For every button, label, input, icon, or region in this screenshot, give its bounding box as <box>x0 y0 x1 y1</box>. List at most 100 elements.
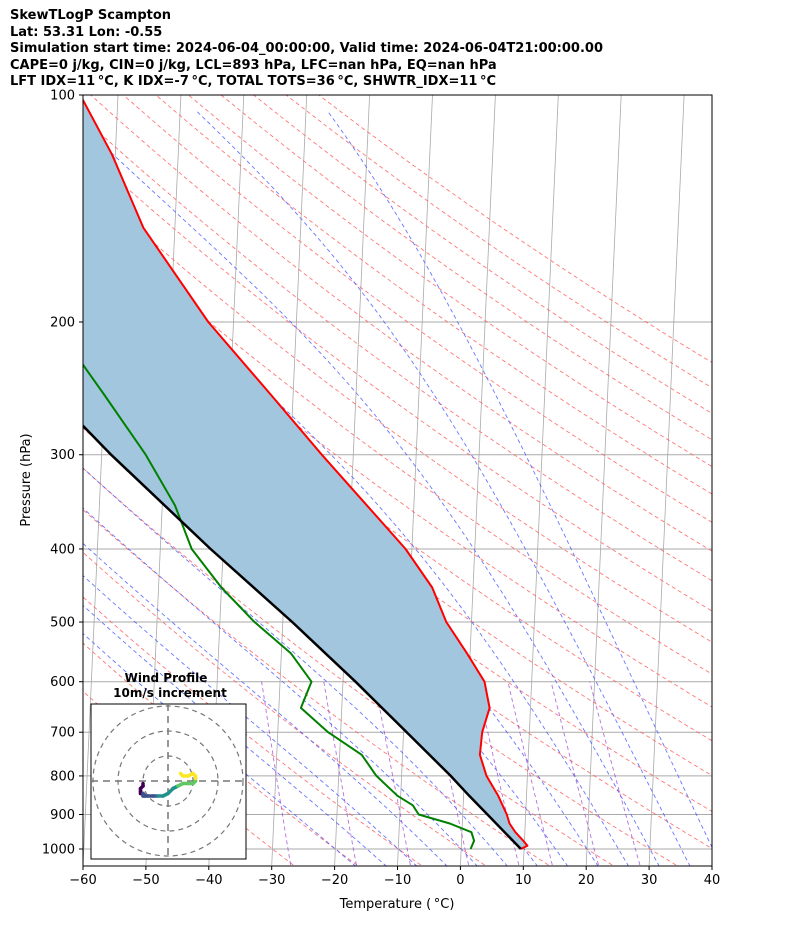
wind-barb-staff <box>711 277 712 279</box>
wind-barb-flag <box>754 264 757 275</box>
wind-barb <box>712 538 758 549</box>
wind-barb <box>711 381 757 396</box>
wind-barb-flag <box>739 737 743 748</box>
dry-adiabat <box>318 95 712 364</box>
dewpoint-line <box>83 363 476 850</box>
wind-barb-flag <box>754 441 757 452</box>
dry-adiabat <box>83 467 613 866</box>
y-tick-label: 300 <box>50 448 75 463</box>
wind-barb-staff <box>711 394 712 396</box>
chart-title: SkewTLogP Scampton <box>10 8 172 23</box>
hodograph-title: Wind Profile <box>125 671 208 685</box>
y-tick-label: 900 <box>50 808 75 823</box>
y-tick-label: 600 <box>50 675 75 690</box>
wind-barb-staff <box>711 731 712 733</box>
wind-barb-half-flag <box>749 683 750 689</box>
wind-barb-half-flag <box>749 387 751 393</box>
dry-adiabat <box>83 551 485 866</box>
wind-barb <box>711 110 712 111</box>
wind-barb <box>711 785 750 815</box>
mixing-ratio-line <box>507 681 553 866</box>
isotherm-line <box>648 95 685 865</box>
wind-barb <box>711 638 754 654</box>
location-line: Lat: 53.31 Lon: -0.55 <box>10 24 163 40</box>
dry-adiabat <box>285 95 712 389</box>
wind-barb-flag <box>754 347 757 358</box>
wind-barb-staff <box>711 707 712 708</box>
mixing-ratio-line <box>550 681 599 866</box>
wind-barb <box>711 822 712 824</box>
mixing-ratio-line <box>589 681 641 866</box>
time-line: Simulation start time: 2024-06-04_00:00:… <box>10 41 603 56</box>
wind-barb <box>711 840 712 841</box>
mixing-ratio-line <box>323 681 357 866</box>
wind-barb <box>711 441 757 455</box>
wind-barb <box>711 833 757 849</box>
y-axis-label: Pressure (hPa) <box>19 433 34 526</box>
wind-barb <box>711 804 712 806</box>
indices-line: LFT IDX=11 °C, K IDX=-7 °C, TOTAL TOTS=3… <box>10 74 497 89</box>
wind-barb <box>711 731 712 733</box>
wind-barb-staff <box>711 804 712 806</box>
dry-adiabat <box>83 427 677 866</box>
wind-barb <box>711 153 757 169</box>
wind-barb-staff <box>711 813 712 815</box>
wind-barb-half-flag <box>753 638 754 644</box>
wind-barb-staff <box>711 359 712 361</box>
x-axis-label: Temperature ( °C) <box>339 897 455 912</box>
isotherm-line <box>775 95 794 865</box>
plot-area <box>83 95 794 866</box>
y-tick-label: 800 <box>50 769 75 784</box>
wind-barb-staff <box>711 840 712 841</box>
dry-adiabat <box>83 642 358 866</box>
isotherm-line <box>711 857 712 865</box>
wind-barb <box>711 794 712 796</box>
wind-barb-flag <box>749 785 750 797</box>
x-tick-label: 40 <box>704 873 721 888</box>
wind-barb-flag <box>754 381 757 392</box>
parcel-line <box>83 424 522 850</box>
moist-adiabat <box>83 632 357 866</box>
moist-adiabat <box>327 110 712 849</box>
wind-barb <box>711 227 712 228</box>
x-tick-label: 10 <box>515 873 532 888</box>
moist-adiabat <box>83 467 508 866</box>
stability-line: CAPE=0 j/kg, CIN=0 j/kg, LCL=893 hPa, LF… <box>10 57 497 73</box>
moist-adiabat <box>83 125 660 866</box>
x-tick-label: −50 <box>132 873 159 888</box>
mixing-ratio-line <box>261 681 292 866</box>
wind-barb <box>711 308 757 322</box>
x-tick-label: −60 <box>69 873 96 888</box>
wind-barb-flag <box>754 491 757 502</box>
dry-adiabat <box>83 148 712 612</box>
wind-barb-staff <box>711 775 712 776</box>
chart-header: SkewTLogP Scampton Lat: 53.31 Lon: -0.55… <box>10 8 603 91</box>
moist-adiabat <box>83 604 387 866</box>
dry-adiabat <box>83 596 422 866</box>
dry-adiabat <box>90 95 712 552</box>
wind-barb-half-flag <box>749 497 751 503</box>
wind-barb-staff <box>711 681 712 682</box>
wind-barb <box>711 753 712 755</box>
x-tick-label: −20 <box>321 873 348 888</box>
wind-barb-flag <box>754 611 758 622</box>
hodograph-plot <box>91 704 246 859</box>
wind-barb <box>711 491 757 506</box>
wind-barb-staff <box>711 822 712 824</box>
wind-barb <box>711 347 757 361</box>
mixing-ratio-line <box>374 681 411 866</box>
dry-adiabat <box>83 212 712 675</box>
wind-barb-flag <box>754 833 757 844</box>
wind-barb <box>711 264 757 279</box>
wind-barb-half-flag <box>749 446 751 452</box>
wind-barb-flag <box>754 308 757 319</box>
wind-barb-flag <box>754 538 758 549</box>
wind-barb-staff <box>711 831 712 833</box>
dry-adiabat <box>83 508 549 866</box>
wind-barb-flag <box>754 153 757 164</box>
wind-barb-staff <box>711 652 712 654</box>
isotherm-line <box>522 95 559 865</box>
hodograph: Wind Profile 10m/s increment <box>90 671 247 860</box>
wind-barb-staff <box>711 167 712 169</box>
